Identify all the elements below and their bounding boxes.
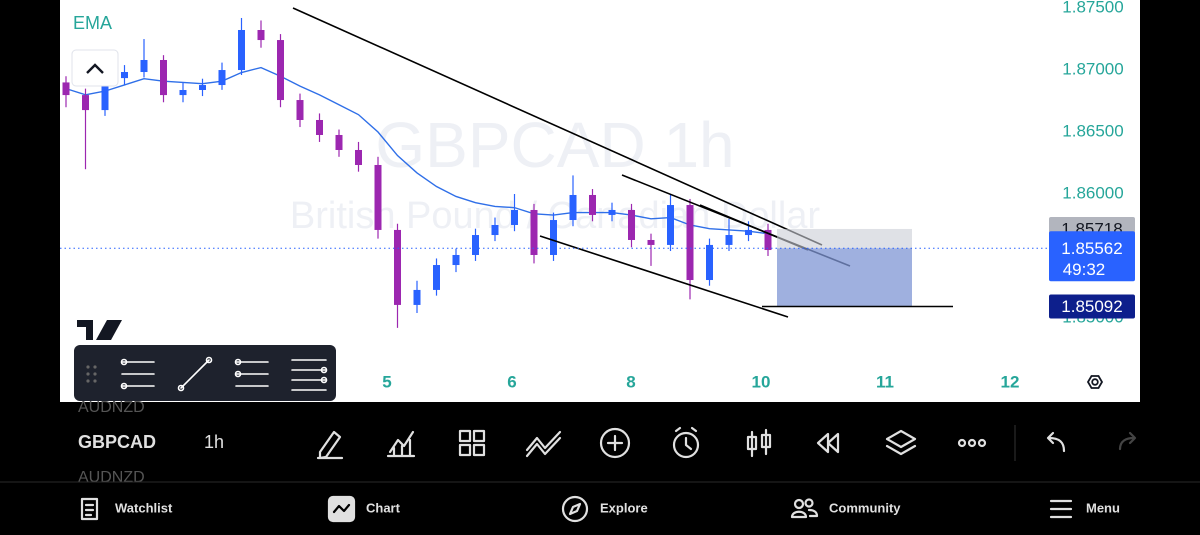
symbol-next[interactable]: AUDNZD bbox=[78, 469, 145, 486]
candle-body bbox=[433, 265, 440, 290]
tv-logo bbox=[77, 320, 122, 340]
candle-body bbox=[82, 95, 89, 111]
price-label: 1.85092 bbox=[1061, 297, 1122, 316]
icon-alert[interactable] bbox=[672, 431, 700, 459]
candle-body bbox=[667, 205, 674, 245]
candle-body bbox=[277, 40, 284, 101]
icon-explore[interactable] bbox=[561, 495, 589, 523]
x-tick-label: 11 bbox=[876, 372, 894, 391]
price-label-bg bbox=[1049, 294, 1135, 319]
nav-label[interactable]: Menu bbox=[1086, 500, 1120, 515]
candle-body bbox=[374, 164, 382, 230]
candle-body bbox=[745, 229, 752, 236]
candle-body bbox=[686, 205, 694, 281]
x-tick-label: 6 bbox=[507, 372, 516, 391]
icon-chart-type[interactable] bbox=[746, 428, 772, 458]
icon-compare[interactable] bbox=[525, 430, 562, 458]
chevron-up bbox=[86, 63, 104, 74]
icon-redo[interactable] bbox=[1118, 431, 1137, 451]
y-tick-label: 1.87500 bbox=[1062, 0, 1123, 17]
candle-body bbox=[647, 239, 655, 245]
symbol-prev[interactable]: AUDNZD bbox=[78, 399, 145, 416]
candle-body bbox=[706, 244, 713, 281]
symbol[interactable]: GBPCAD bbox=[78, 432, 156, 452]
tool-fib[interactable] bbox=[120, 358, 155, 390]
candle-body bbox=[179, 89, 187, 96]
icon-menu[interactable] bbox=[1049, 499, 1073, 519]
icon-layers[interactable] bbox=[885, 429, 917, 456]
candle-body bbox=[355, 149, 362, 165]
icon-watchlist[interactable] bbox=[80, 497, 99, 521]
candle-body bbox=[140, 59, 148, 73]
nav-label[interactable]: Watchlist bbox=[115, 500, 173, 515]
candle-body bbox=[511, 209, 518, 225]
candle-body bbox=[199, 85, 206, 90]
trend-line[interactable] bbox=[539, 235, 789, 318]
candle-body bbox=[764, 229, 772, 251]
interval[interactable]: 1h bbox=[204, 432, 224, 452]
candle-body bbox=[296, 100, 304, 120]
toolbar-bg bbox=[74, 345, 336, 401]
candle-body bbox=[491, 224, 499, 236]
candle-body bbox=[725, 235, 733, 245]
candle-body bbox=[394, 229, 401, 305]
last-price-bg bbox=[1049, 231, 1135, 282]
x-tick-label: 8 bbox=[626, 372, 635, 391]
candle-body bbox=[257, 29, 265, 41]
position-risk-zone bbox=[777, 248, 912, 307]
collapse-button-bg[interactable] bbox=[71, 49, 119, 87]
candle-body bbox=[218, 70, 226, 86]
watermark-title: GBPCAD 1h bbox=[375, 109, 734, 181]
countdown: 49:32 bbox=[1063, 260, 1106, 279]
candle-body bbox=[608, 209, 616, 215]
candle-body bbox=[413, 289, 421, 305]
plot: GBPCAD 1h British Pound / Canadian Dolla… bbox=[62, 17, 820, 328]
ema-line bbox=[65, 66, 769, 235]
nav-label[interactable]: Explore bbox=[600, 500, 648, 515]
candle-body bbox=[335, 134, 343, 150]
position-profit-zone bbox=[777, 228, 912, 249]
candle-body bbox=[628, 209, 635, 240]
y-tick-label: 1.86500 bbox=[1062, 122, 1123, 141]
nav-label[interactable]: Chart bbox=[366, 500, 401, 515]
icon-replay[interactable] bbox=[816, 432, 840, 454]
icon-layout[interactable] bbox=[458, 429, 486, 457]
candle-body bbox=[550, 220, 557, 255]
candle-body bbox=[316, 119, 323, 135]
candle-body bbox=[160, 59, 167, 96]
tool-pitchfork[interactable] bbox=[234, 358, 269, 387]
drawing-toolbar bbox=[74, 345, 336, 401]
candle-body bbox=[452, 254, 460, 266]
icon-more[interactable] bbox=[957, 438, 967, 448]
icon-undo[interactable] bbox=[1046, 431, 1066, 453]
bottom-nav bbox=[80, 495, 1073, 523]
candle-body bbox=[472, 235, 479, 255]
icon-indicators[interactable] bbox=[386, 430, 416, 458]
candle-body bbox=[569, 194, 577, 221]
x-tick-label: 12 bbox=[1001, 372, 1020, 391]
tool-hlines[interactable] bbox=[291, 359, 328, 391]
icon-add[interactable] bbox=[599, 427, 631, 459]
candle-body bbox=[589, 194, 596, 215]
settings-icon[interactable] bbox=[1086, 375, 1104, 389]
nav-label[interactable]: Community bbox=[829, 500, 901, 515]
y-tick-label: 1.86000 bbox=[1062, 183, 1123, 202]
icon-draw[interactable] bbox=[316, 430, 344, 460]
last-price-label: 1.85562 bbox=[1061, 239, 1122, 258]
y-tick-label: 1.87000 bbox=[1062, 60, 1123, 79]
indicator-label: EMA bbox=[73, 13, 112, 33]
tool-trendline[interactable] bbox=[177, 356, 213, 392]
x-tick-label: 5 bbox=[382, 372, 391, 391]
candle-body bbox=[530, 209, 538, 255]
candle-body bbox=[62, 82, 70, 96]
x-tick-label: 10 bbox=[752, 372, 771, 391]
candle-body bbox=[121, 72, 128, 79]
candle-body bbox=[238, 29, 245, 71]
trend-line[interactable] bbox=[292, 7, 823, 246]
candle-body bbox=[101, 78, 109, 111]
collapse-button[interactable] bbox=[71, 49, 119, 87]
icon-community[interactable] bbox=[793, 498, 805, 510]
